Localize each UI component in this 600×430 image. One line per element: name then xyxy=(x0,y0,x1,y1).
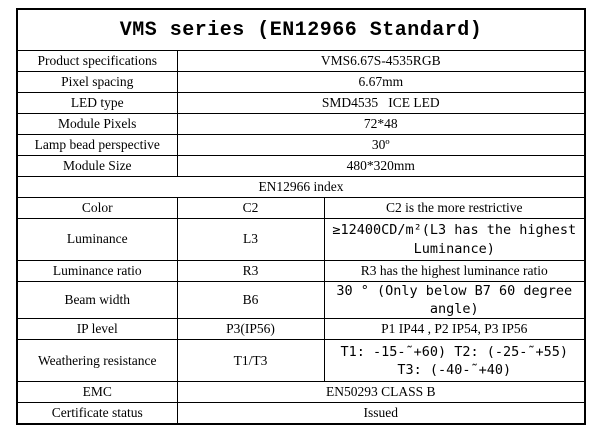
table-row: EN12966 index xyxy=(16,176,586,198)
table-row: Certificate status Issued xyxy=(16,402,586,425)
row-value: SMD4535 ICE LED xyxy=(176,92,586,114)
row-label: Color xyxy=(16,197,178,219)
row-value: EN50293 CLASS B xyxy=(176,381,586,404)
row-value: 30º xyxy=(176,134,586,156)
index-desc: R3 has the highest luminance ratio xyxy=(323,260,586,282)
row-value: 6.67mm xyxy=(176,71,586,93)
index-desc: ≥12400CD/m²(L3 has the highest Luminance… xyxy=(323,218,586,261)
index-desc: P1 IP44 , P2 IP54, P3 IP56 xyxy=(323,318,586,341)
index-code: R3 xyxy=(176,260,325,282)
row-label: Lamp bead perspective xyxy=(16,134,178,156)
table-row: EMC EN50293 CLASS B xyxy=(16,381,586,404)
row-label: Luminance xyxy=(16,218,178,261)
table-row: Luminance ratio R3 R3 has the highest lu… xyxy=(16,260,586,282)
row-value: 480*320mm xyxy=(176,155,586,177)
table-row: Pixel spacing 6.67mm xyxy=(16,71,586,93)
section-header: EN12966 index xyxy=(16,176,586,198)
row-label: Module Pixels xyxy=(16,113,178,135)
index-code: P3(IP56) xyxy=(176,318,325,341)
row-label: Certificate status xyxy=(16,402,178,425)
row-label: Product specifications xyxy=(16,50,178,72)
row-label: Module Size xyxy=(16,155,178,177)
table-row: Beam width B6 30 ° (Only below B7 60 deg… xyxy=(16,280,586,320)
row-label: Pixel spacing xyxy=(16,71,178,93)
table-row: Product specifications VMS6.67S-4535RGB xyxy=(16,50,586,72)
index-desc: T1: -15-˜+60) T2: (-25-˜+55) T3: (-40-˜+… xyxy=(323,339,586,383)
row-label: IP level xyxy=(16,318,178,341)
row-label: Weathering resistance xyxy=(16,339,178,383)
row-value: 72*48 xyxy=(176,113,586,135)
row-label: Luminance ratio xyxy=(16,260,178,282)
row-label: EMC xyxy=(16,381,178,404)
table-row: Luminance L3 ≥12400CD/m²(L3 has the high… xyxy=(16,218,586,261)
spec-table: VMS series (EN12966 Standard) Product sp… xyxy=(16,8,587,426)
row-value: Issued xyxy=(176,402,586,425)
table-row: Weathering resistance T1/T3 T1: -15-˜+60… xyxy=(16,339,586,383)
index-code: T1/T3 xyxy=(176,339,325,383)
table-row: IP level P3(IP56) P1 IP44 , P2 IP54, P3 … xyxy=(16,318,586,341)
table-row: Module Pixels 72*48 xyxy=(16,113,586,135)
row-label: LED type xyxy=(16,92,178,114)
table-row: Module Size 480*320mm xyxy=(16,155,586,177)
table-row: LED type SMD4535 ICE LED xyxy=(16,92,586,114)
index-desc: 30 ° (Only below B7 60 degree angle) xyxy=(323,280,586,320)
index-code: B6 xyxy=(176,280,325,320)
index-desc: C2 is the more restrictive xyxy=(323,197,586,219)
row-label: Beam width xyxy=(16,280,178,320)
index-code: L3 xyxy=(176,218,325,261)
table-row: VMS series (EN12966 Standard) xyxy=(16,8,586,51)
page-title: VMS series (EN12966 Standard) xyxy=(16,8,586,51)
table-row: Color C2 C2 is the more restrictive xyxy=(16,197,586,219)
index-code: C2 xyxy=(176,197,325,219)
table-row: Lamp bead perspective 30º xyxy=(16,134,586,156)
row-value: VMS6.67S-4535RGB xyxy=(176,50,586,72)
